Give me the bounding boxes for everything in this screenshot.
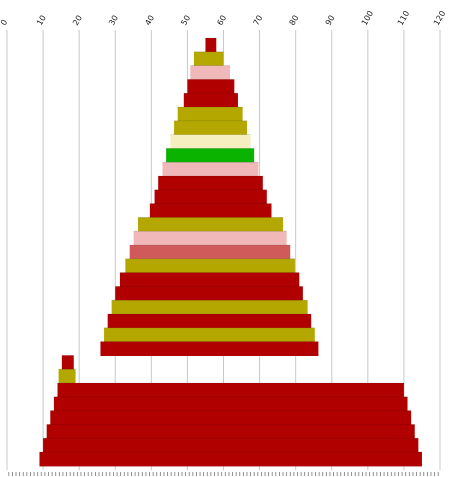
chart-layer-1 bbox=[205, 38, 217, 53]
x-tick-label: 120 bbox=[432, 9, 447, 27]
x-tick-label: 20 bbox=[71, 14, 84, 27]
x-tick-label: 70 bbox=[252, 14, 265, 27]
chart-layer-17 bbox=[125, 258, 295, 274]
chart-layer-27 bbox=[53, 396, 408, 412]
chart-layer-29 bbox=[46, 424, 415, 439]
chart-layer-2 bbox=[193, 51, 224, 67]
x-tick-labels: 0 10 20 30 40 50 60 70 80 90 100 110 120 bbox=[0, 9, 447, 27]
chart-layer-3 bbox=[190, 65, 230, 80]
chart-layer-26 bbox=[57, 383, 404, 398]
chart-layer-12 bbox=[154, 189, 267, 205]
chart-layer-10 bbox=[162, 162, 259, 177]
chart-layer-11 bbox=[158, 176, 263, 191]
x-tick-label: 60 bbox=[215, 14, 228, 27]
chart-layer-18 bbox=[119, 272, 300, 287]
chart-layer-9 bbox=[166, 148, 255, 163]
chart-layer-14 bbox=[137, 217, 284, 232]
x-tick-label: 90 bbox=[324, 14, 337, 27]
x-tick-label: 10 bbox=[35, 14, 48, 27]
x-tick-label: 100 bbox=[360, 9, 375, 27]
bottom-tick-labels bbox=[8, 472, 439, 476]
chart-layer-28 bbox=[50, 410, 412, 425]
chart-layer-23 bbox=[100, 341, 319, 356]
chart-layer-8 bbox=[170, 134, 251, 149]
chart-layer-19 bbox=[115, 286, 303, 301]
chart-layer-7 bbox=[174, 120, 247, 136]
chart-layer-15 bbox=[133, 231, 287, 246]
x-tick-label: 110 bbox=[396, 9, 411, 27]
x-tick-label: 0 bbox=[0, 18, 9, 27]
chart-layer-31 bbox=[39, 452, 422, 467]
chart-layer-4 bbox=[187, 79, 235, 94]
chart-layer-5 bbox=[183, 93, 238, 108]
chart-layer-20 bbox=[111, 300, 308, 315]
chart-layer-13 bbox=[149, 203, 272, 218]
chart-layer-30 bbox=[43, 438, 419, 453]
chart-layer-24 bbox=[61, 355, 74, 370]
chart-layer-22 bbox=[104, 327, 315, 343]
x-tick-label: 40 bbox=[143, 14, 156, 27]
chart-layer-6 bbox=[177, 107, 243, 122]
chart-layers bbox=[39, 37, 422, 467]
x-tick-label: 80 bbox=[288, 14, 301, 27]
x-tick-label: 50 bbox=[179, 14, 192, 27]
chart-layer-16 bbox=[129, 245, 291, 260]
x-tick-label: 30 bbox=[107, 14, 120, 27]
chart-layer-25 bbox=[58, 369, 76, 384]
chart-layer-21 bbox=[107, 314, 312, 329]
